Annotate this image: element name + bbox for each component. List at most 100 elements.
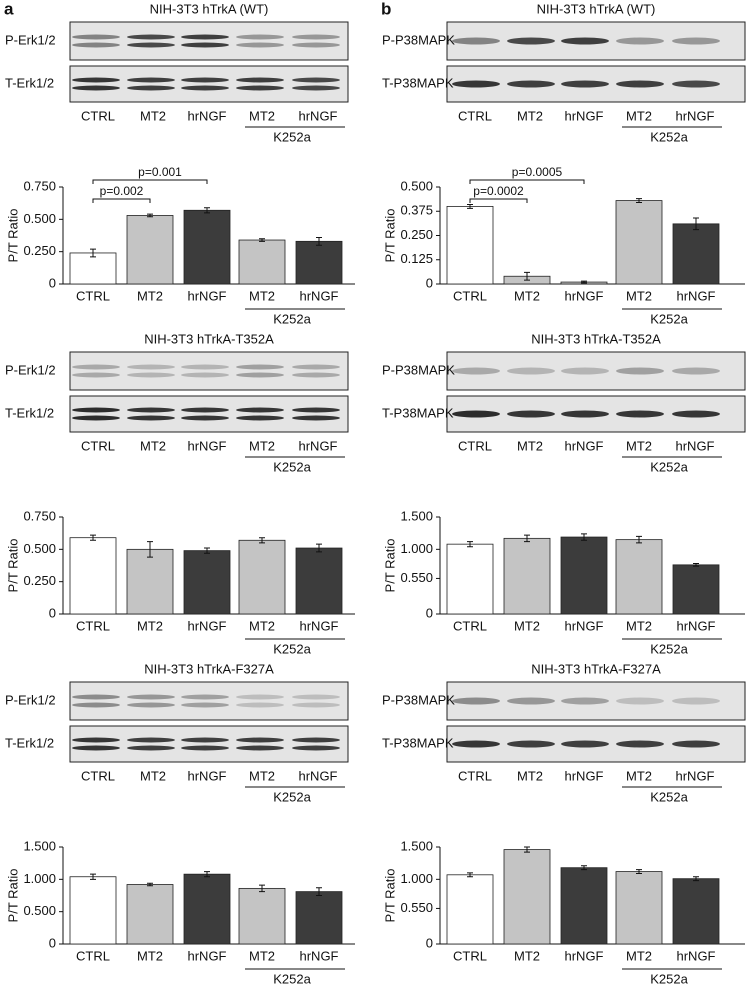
blot-band	[72, 745, 120, 751]
group-label: K252a	[273, 971, 311, 986]
group-label: K252a	[650, 641, 688, 656]
bar	[183, 873, 231, 945]
y-tick-label: 0.550	[400, 570, 433, 585]
blot-band	[292, 34, 340, 40]
error-bar	[147, 541, 153, 558]
error-bar	[524, 534, 530, 543]
blot-band	[127, 702, 175, 708]
x-tick-label: CTRL	[453, 948, 487, 963]
blot-band	[507, 37, 555, 45]
blot-band	[672, 367, 720, 375]
blot-band	[72, 42, 120, 48]
bar	[238, 539, 286, 615]
blot-band	[236, 702, 284, 708]
blot-band	[236, 745, 284, 751]
blot-row-label: T-P38MAPK	[382, 405, 454, 420]
lane-label: hrNGF	[188, 108, 227, 123]
x-tick-label: CTRL	[76, 618, 110, 633]
lane-label: CTRL	[81, 438, 115, 453]
blot-band	[507, 697, 555, 705]
y-tick-label: 0.550	[400, 900, 433, 915]
lane-label: CTRL	[458, 438, 492, 453]
blot-band	[672, 740, 720, 748]
blot-band	[72, 372, 120, 378]
bar	[672, 223, 720, 285]
blot-band	[72, 694, 120, 700]
bar	[446, 205, 494, 285]
blot-band	[616, 740, 664, 748]
x-tick-label: hrNGF	[300, 288, 339, 303]
blot-band	[181, 364, 229, 370]
blot-band	[236, 77, 284, 83]
bar	[615, 871, 663, 945]
error-bar	[693, 876, 699, 882]
bar	[672, 878, 720, 945]
blot-band	[127, 694, 175, 700]
bar	[183, 550, 231, 615]
blot-band	[236, 85, 284, 91]
bar	[446, 543, 494, 615]
blot-row-label: T-P38MAPK	[382, 735, 454, 750]
lane-label: MT2	[517, 438, 543, 453]
blot-band	[181, 34, 229, 40]
blot-band	[507, 80, 555, 88]
y-tick-label: 0.250	[400, 227, 433, 242]
bar	[615, 200, 663, 285]
blot-band	[672, 697, 720, 705]
error-bar	[316, 236, 322, 246]
lane-label: hrNGF	[299, 108, 338, 123]
group-label: K252a	[273, 641, 311, 656]
blot-title: NIH-3T3 hTrkA (WT)	[150, 1, 269, 16]
bar	[126, 215, 174, 285]
lane-label: CTRL	[81, 108, 115, 123]
blot	[69, 351, 349, 391]
blot-band	[452, 367, 500, 375]
blot	[69, 725, 349, 763]
blot-band	[72, 364, 120, 370]
blot-row-label: P-Erk1/2	[5, 32, 56, 47]
bar	[126, 548, 174, 615]
blot-band	[236, 34, 284, 40]
blot-band	[127, 737, 175, 743]
x-tick-label: hrNGF	[677, 288, 716, 303]
error-bar	[147, 213, 153, 218]
y-tick-label: 1.000	[400, 541, 433, 556]
y-tick-label: 0.250	[23, 573, 56, 588]
blot-band	[507, 740, 555, 748]
lane-label: hrNGF	[565, 108, 604, 123]
blot-band	[236, 737, 284, 743]
x-tick-label: hrNGF	[565, 618, 604, 633]
lane-label: MT2	[140, 108, 166, 123]
y-axis-label: P/T Ratio	[382, 869, 397, 923]
blot-band	[127, 85, 175, 91]
error-bar	[693, 217, 699, 231]
y-tick-label: 0.250	[23, 243, 56, 258]
lane-label: MT2	[517, 108, 543, 123]
y-tick-label: 1.500	[400, 838, 433, 853]
significance-bracket	[469, 179, 585, 184]
y-tick-label: 0.500	[23, 211, 56, 226]
x-tick-label: MT2	[514, 288, 540, 303]
lane-label: hrNGF	[676, 438, 715, 453]
x-tick-label: MT2	[137, 948, 163, 963]
bar	[183, 209, 231, 285]
blot-row-label: T-Erk1/2	[5, 75, 54, 90]
bar	[126, 884, 174, 945]
blot-band	[181, 407, 229, 413]
group-label: K252a	[650, 971, 688, 986]
blot-band	[292, 737, 340, 743]
blot-band	[236, 372, 284, 378]
blot-band	[561, 80, 609, 88]
y-tick-label: 0.750	[23, 178, 56, 193]
blot-band	[452, 37, 500, 45]
x-tick-label: MT2	[514, 948, 540, 963]
blot-band	[127, 415, 175, 421]
y-tick-label: 0.500	[400, 178, 433, 193]
blot-band	[127, 364, 175, 370]
y-tick-label: 0	[426, 605, 433, 620]
significance-bracket	[469, 198, 528, 203]
blot-band	[292, 77, 340, 83]
group-label: K252a	[650, 789, 688, 804]
bar	[69, 537, 117, 615]
